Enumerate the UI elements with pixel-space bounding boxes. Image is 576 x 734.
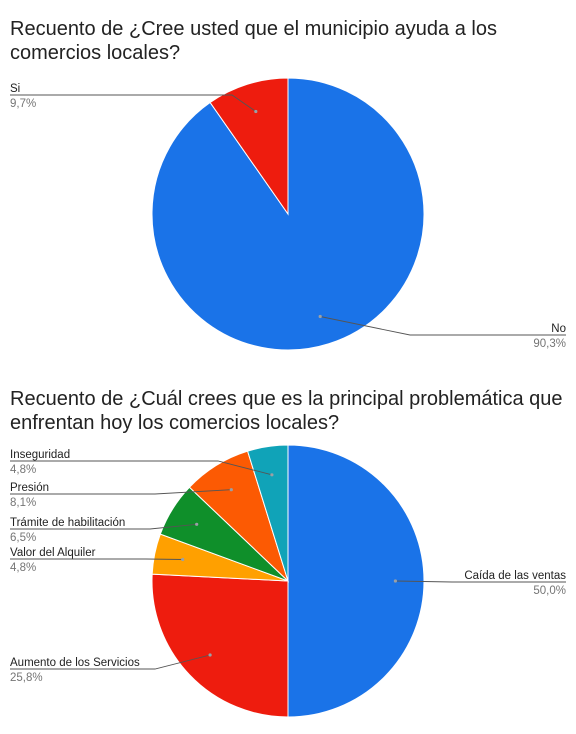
pie-slice-caida-de-las-ventas [287,444,425,718]
leader-line [395,580,566,583]
leader-dot [318,314,322,319]
chart-title: Recuento de ¿Cree usted que el municipio… [10,18,497,64]
slice-percent: 8,1% [10,497,36,509]
slice-percent: 6,5% [10,532,36,544]
leader-line [320,316,566,336]
pie-slice-inseguridad [246,444,289,582]
leader-dot [254,109,258,114]
slice-percent: 4,8% [10,464,36,476]
leader-dot [208,653,212,657]
leader-line [10,489,232,495]
leader-dot [229,488,233,492]
chart-title: Recuento de ¿Cuál crees que es la princi… [10,388,563,434]
slice-label: No [551,323,566,335]
leader-dot [393,579,397,583]
slice-percent: 9,7% [10,98,36,110]
slice-label: Valor del Alquiler [10,547,96,559]
pie-chart-svg: Caída de las ventas 50,0% Aumento de los S… [10,444,566,718]
leader-line [10,94,257,112]
slice-label: Caída de las ventas [464,570,566,582]
leader-dot [181,557,185,562]
pie-slice-aumento-de-los-servicios [151,573,289,718]
pie-chart-svg: No 90,3% Si 9,7% [10,77,566,351]
pie-chart-problematica: Recuento de ¿Cuál crees que es la princi… [0,368,576,734]
slice-percent: 90,3% [533,338,566,350]
slice-label: Trámite de habilitación [10,517,125,529]
leader-line [10,558,183,560]
slice-label: Inseguridad [10,449,70,461]
leader-line [10,460,273,476]
slice-percent: 25,8% [10,672,43,684]
slice-label: Presión [10,482,49,494]
pie-chart-municipio: Recuento de ¿Cree usted que el municipio… [10,18,566,351]
slice-label: Si [10,83,20,95]
leader-line [10,523,197,530]
pie-slice-si [209,77,289,216]
leader-dot [270,473,274,477]
leader-dot [195,522,199,526]
leader-line [10,654,211,670]
slice-percent: 50,0% [533,585,566,597]
slice-label: Aumento de los Servicios [10,657,140,669]
slice-percent: 4,8% [10,562,36,574]
